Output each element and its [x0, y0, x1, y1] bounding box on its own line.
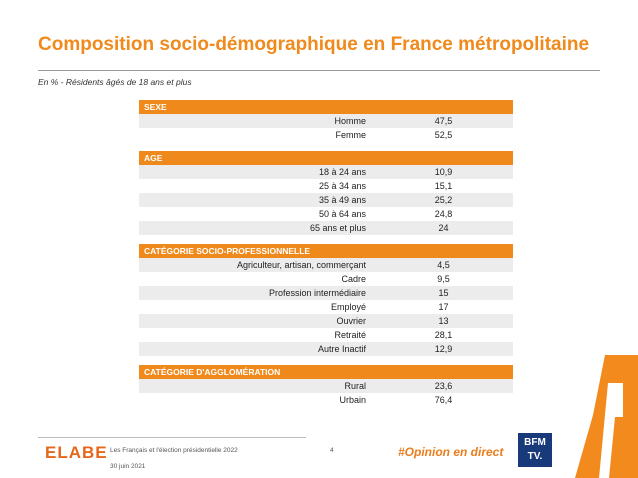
table-row: Profession intermédiaire 15 [139, 286, 513, 300]
footer-divider [38, 437, 306, 438]
row-label: Autre Inactif [139, 342, 374, 356]
row-label: Ouvrier [139, 314, 374, 328]
row-value: 47,5 [374, 114, 513, 128]
section-header: SEXE [139, 100, 513, 114]
table-row: Agriculteur, artisan, commerçant 4,5 [139, 258, 513, 272]
row-value: 4,5 [374, 258, 513, 272]
row-label: Retraité [334, 330, 366, 340]
section-header-label: CATÉGORIE D'AGGLOMÉRATION [139, 365, 513, 379]
section-header-label: AGE [139, 151, 513, 165]
table-row: Employé 17 [139, 300, 513, 314]
table-row: 50 à 64 ans 24,8 [139, 207, 513, 221]
row-label: Homme [139, 114, 374, 128]
row-value: 13 [374, 314, 513, 328]
row-value: 28,1 [434, 330, 453, 340]
row-value: 9,5 [437, 274, 450, 284]
row-label: 65 ans et plus [139, 221, 374, 235]
section-spacer [139, 356, 513, 365]
section-header: AGE [139, 151, 513, 165]
section-spacer [139, 142, 513, 151]
table-row: Retraité 28,1 [139, 328, 513, 342]
section-spacer [139, 235, 513, 244]
table-row: Femme 52,5 [139, 128, 513, 142]
footer-date: 30 juin 2021 [110, 463, 146, 470]
row-value: 52,5 [434, 130, 453, 140]
footer-study-title: Les Français et l'élection présidentiell… [110, 447, 238, 454]
row-value: 15 [374, 286, 513, 300]
elabe-logo: ELABE [45, 443, 108, 462]
row-value: 23,6 [374, 379, 513, 393]
row-label: 35 à 49 ans [139, 193, 374, 207]
row-value: 24 [374, 221, 513, 235]
table-row: 65 ans et plus 24 [139, 221, 513, 235]
row-value: 25,2 [374, 193, 513, 207]
section-header: CATÉGORIE SOCIO-PROFESSIONNELLE [139, 244, 513, 258]
title-divider [38, 70, 600, 71]
hashtag: #Opinion en direct [398, 445, 504, 459]
table-row: Autre Inactif 12,9 [139, 342, 513, 356]
table-row: 35 à 49 ans 25,2 [139, 193, 513, 207]
bfmtv-logo-top: BFM [524, 437, 546, 448]
row-label: Employé [330, 302, 366, 312]
table-row: 18 à 24 ans 10,9 [139, 165, 513, 179]
row-value: 17 [438, 302, 449, 312]
row-value: 15,1 [434, 181, 453, 191]
table-row: 25 à 34 ans 15,1 [139, 179, 513, 193]
table-row: Rural 23,6 [139, 379, 513, 393]
row-label: Urbain [339, 395, 366, 405]
decorative-a-shape [575, 355, 638, 478]
section-header-label: SEXE [139, 100, 513, 114]
row-label: Profession intermédiaire [139, 286, 374, 300]
row-value: 10,9 [374, 165, 513, 179]
row-value: 12,9 [374, 342, 513, 356]
subtitle: En % - Résidents âgés de 18 ans et plus [38, 77, 192, 87]
row-label: Agriculteur, artisan, commerçant [139, 258, 374, 272]
row-label: 25 à 34 ans [318, 181, 366, 191]
page-title: Composition socio-démographique en Franc… [38, 34, 590, 55]
row-label: Cadre [341, 274, 366, 284]
bfmtv-logo-bottom: TV. [527, 451, 543, 462]
table-row: Homme 47,5 [139, 114, 513, 128]
table-row: Cadre 9,5 [139, 272, 513, 286]
section-header-label: CATÉGORIE SOCIO-PROFESSIONNELLE [139, 244, 513, 258]
section-header: CATÉGORIE D'AGGLOMÉRATION [139, 365, 513, 379]
composition-table: SEXE Homme 47,5 Femme 52,5 AGE 18 à 24 ans 10,9… [139, 100, 513, 407]
row-label: Rural [139, 379, 374, 393]
row-value: 24,8 [434, 209, 453, 219]
table-row: Ouvrier 13 [139, 314, 513, 328]
page-number: 4 [330, 447, 334, 454]
row-label: 18 à 24 ans [139, 165, 374, 179]
row-label: Femme [335, 130, 366, 140]
row-label: 50 à 64 ans [318, 209, 366, 219]
bfmtv-logo: BFM TV. [518, 433, 552, 467]
table-row: Urbain 76,4 [139, 393, 513, 407]
row-value: 76,4 [434, 395, 453, 405]
